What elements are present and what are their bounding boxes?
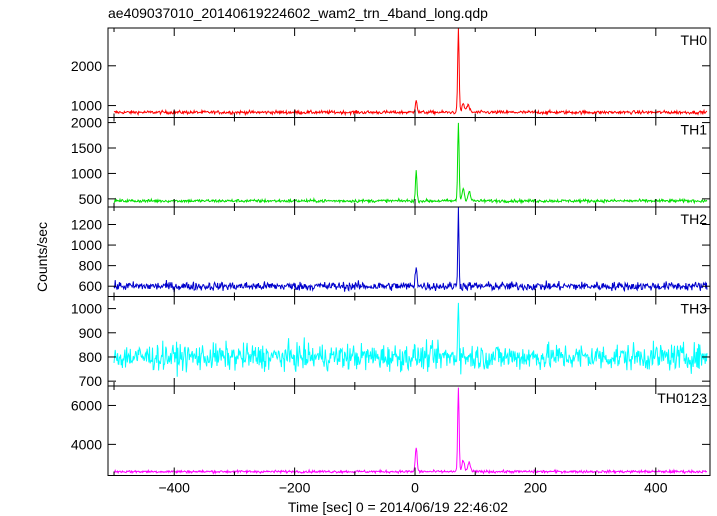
series-line-th1 bbox=[113, 122, 708, 205]
panel-frame bbox=[107, 296, 711, 387]
y-tick-label: 1000 bbox=[71, 165, 102, 181]
y-tick-label: 800 bbox=[79, 258, 103, 274]
panel-frame bbox=[107, 117, 711, 208]
series-line-th0 bbox=[113, 28, 708, 117]
x-tick-label: −400 bbox=[158, 480, 190, 496]
chart-title: ae409037010_20140619224602_wam2_trn_4ban… bbox=[108, 5, 488, 21]
panel-frame bbox=[107, 27, 711, 118]
panel-th2: 600 800 1000 1200 TH2 bbox=[71, 206, 711, 297]
x-tick-label: 200 bbox=[524, 480, 548, 496]
x-tick-label: 400 bbox=[644, 480, 668, 496]
y-tick-label: 900 bbox=[79, 325, 103, 341]
y-tick-label: 1000 bbox=[71, 237, 102, 253]
series-line-th2 bbox=[113, 207, 708, 293]
panel-th1: 500 1000 1500 2000 TH1 bbox=[71, 115, 711, 208]
series-line-th3 bbox=[113, 302, 708, 377]
panel-th0: 1000 2000 TH0 bbox=[71, 27, 711, 118]
y-tick-label: 6000 bbox=[71, 397, 102, 413]
y-tick-label: 4000 bbox=[71, 436, 102, 452]
panel-label: TH3 bbox=[681, 301, 708, 317]
y-tick-label: 1500 bbox=[71, 140, 102, 156]
panel-th3: 700 800 900 1000 TH3 bbox=[71, 296, 711, 389]
y-tick-label: 1000 bbox=[71, 98, 102, 114]
y-axis-label: Counts/sec bbox=[34, 222, 50, 292]
y-tick-label: 1200 bbox=[71, 216, 102, 232]
y-tick-label: 1000 bbox=[71, 301, 102, 317]
x-tick-label: −200 bbox=[279, 480, 311, 496]
y-tick-label: 800 bbox=[79, 349, 103, 365]
panel-th0123: 4000 6000 TH0123 bbox=[71, 385, 711, 476]
y-tick-label: 600 bbox=[79, 278, 103, 294]
y-tick-label: 700 bbox=[79, 373, 103, 389]
y-tick-label: 500 bbox=[79, 191, 103, 207]
panel-label: TH1 bbox=[681, 122, 708, 138]
panel-label: TH2 bbox=[681, 211, 708, 227]
series-line-th0123 bbox=[113, 387, 707, 475]
panel-label: TH0 bbox=[681, 32, 708, 48]
y-tick-label: 2000 bbox=[71, 58, 102, 74]
y-tick-label: 2000 bbox=[71, 115, 102, 131]
panel-frame bbox=[107, 385, 711, 476]
x-tick-label: 0 bbox=[411, 480, 419, 496]
panel-label: TH0123 bbox=[657, 390, 707, 406]
x-axis-label: Time [sec] 0 = 2014/06/19 22:46:02 bbox=[288, 499, 508, 515]
